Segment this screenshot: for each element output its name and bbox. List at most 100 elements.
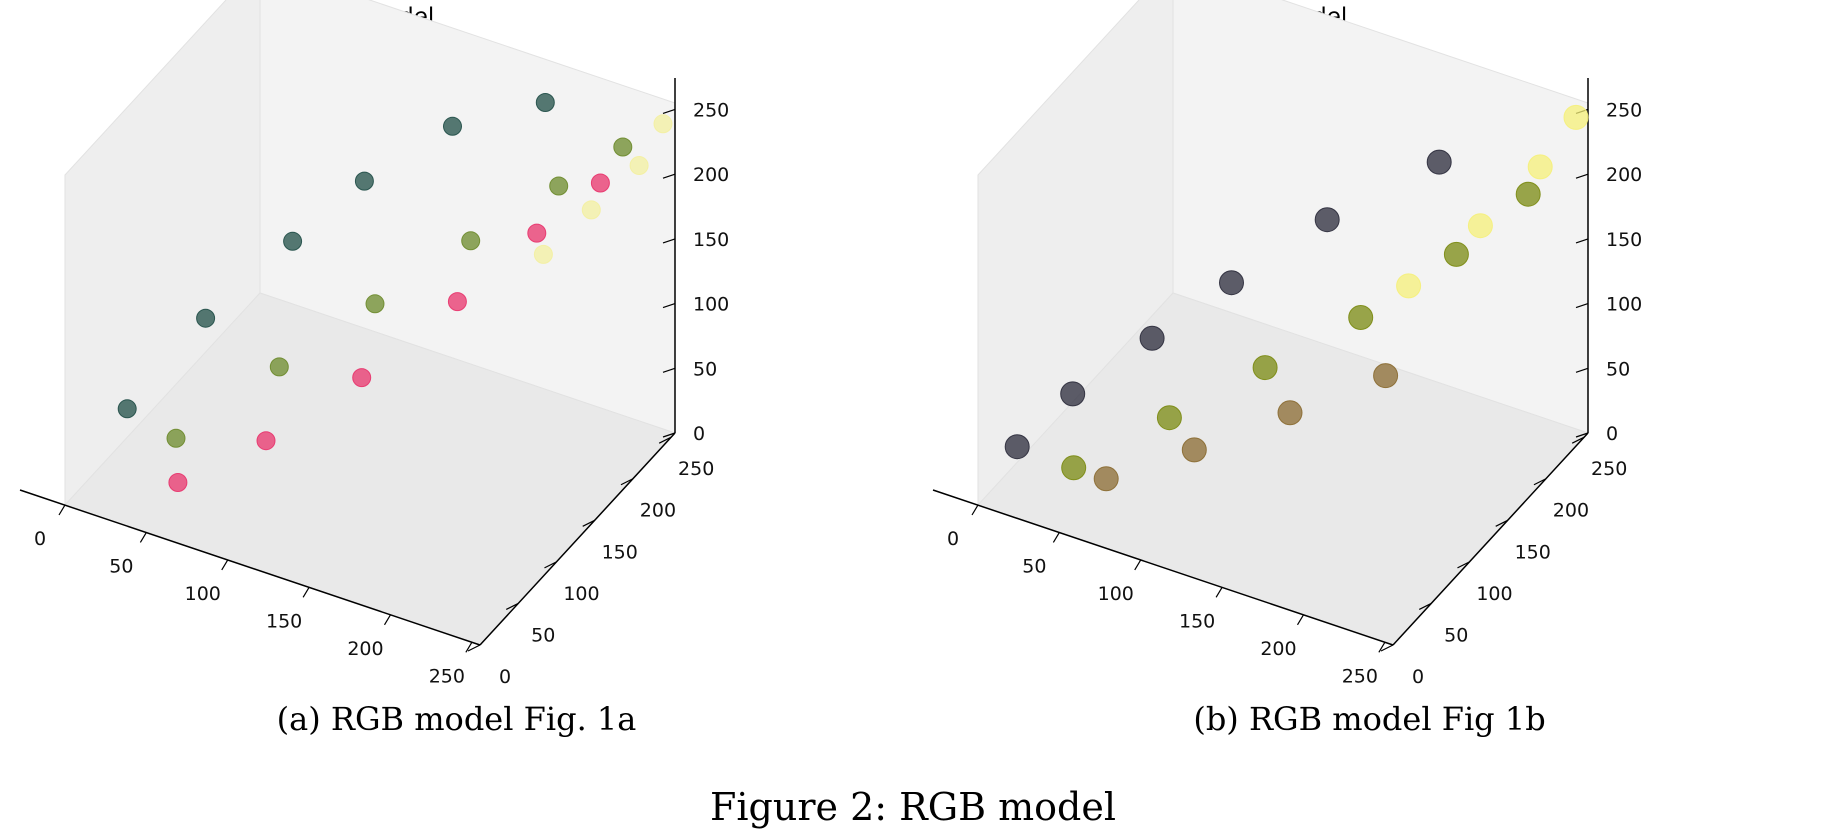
y-tick xyxy=(1418,602,1432,610)
data-point xyxy=(1156,405,1182,431)
data-point xyxy=(1181,437,1207,463)
y-axis-line xyxy=(479,432,676,646)
y-axis-line xyxy=(1392,432,1589,646)
x-tick-label: 100 xyxy=(185,583,221,605)
y-tick xyxy=(1380,644,1394,652)
y-tick-label: 100 xyxy=(563,583,599,605)
chart-panel-a: RGB model0005050501001001001501501502002… xyxy=(0,0,913,760)
x-tick-label: 250 xyxy=(1342,665,1378,687)
data-point xyxy=(1396,273,1422,299)
data-point xyxy=(1373,363,1399,389)
x-tick xyxy=(1215,587,1223,598)
series-3 xyxy=(533,114,673,264)
x-tick xyxy=(302,587,310,598)
data-point xyxy=(1139,325,1165,351)
z-tick-label: 50 xyxy=(1606,358,1630,380)
x-tick-label: 150 xyxy=(266,610,302,632)
y-tick xyxy=(1495,519,1508,527)
x-tick-label: 0 xyxy=(947,528,959,550)
data-point xyxy=(354,171,374,191)
data-point xyxy=(1060,381,1086,407)
z-tick-label: 250 xyxy=(693,99,729,121)
x-tick xyxy=(1052,532,1060,543)
y-tick-label: 250 xyxy=(678,458,714,480)
y-tick-label: 150 xyxy=(602,541,638,563)
series-3 xyxy=(1093,363,1399,492)
z-tick-label: 0 xyxy=(1606,423,1618,445)
z-tick xyxy=(1575,303,1589,309)
data-point xyxy=(653,114,673,134)
data-point xyxy=(365,294,385,314)
chart-a-svg: RGB model0005050501001001001501501502002… xyxy=(19,0,729,688)
y-tick xyxy=(544,561,557,569)
data-point xyxy=(461,231,481,251)
x-tick xyxy=(465,641,473,653)
data-point xyxy=(1426,149,1452,175)
data-point xyxy=(352,368,372,388)
data-point xyxy=(1348,305,1374,330)
data-point xyxy=(1443,241,1469,267)
x-tick xyxy=(971,504,979,516)
x-tick-label: 200 xyxy=(347,638,383,660)
x-tick-label: 50 xyxy=(109,555,133,577)
data-point xyxy=(527,223,547,243)
y-tick xyxy=(505,602,519,610)
y-tick xyxy=(582,519,595,527)
data-point xyxy=(1277,400,1303,426)
data-point xyxy=(1093,466,1119,492)
y-tick-label: 50 xyxy=(1444,624,1468,646)
z-tick-label: 250 xyxy=(1606,99,1642,121)
z-tick xyxy=(1575,173,1589,179)
data-point xyxy=(1527,154,1553,180)
y-tick-label: 0 xyxy=(499,666,511,688)
data-point xyxy=(1314,207,1340,233)
data-point xyxy=(283,231,303,251)
chart-panel-b: RGB model0005050501001001001501501502002… xyxy=(913,0,1826,760)
z-tick xyxy=(662,367,676,373)
z-tick-label: 100 xyxy=(693,294,729,316)
y-tick xyxy=(620,478,634,486)
z-tick xyxy=(1575,238,1589,244)
x-tick-label: 200 xyxy=(1260,638,1296,660)
x-tick-label: 250 xyxy=(429,665,465,687)
x-tick xyxy=(1378,641,1386,653)
z-tick-label: 200 xyxy=(1606,164,1642,186)
y-tick xyxy=(1571,436,1585,444)
data-point xyxy=(1004,434,1030,460)
y-tick xyxy=(467,644,481,652)
data-point xyxy=(1061,455,1087,481)
x-axis-line xyxy=(19,489,481,646)
y-tick-label: 200 xyxy=(1553,500,1589,522)
x-tick xyxy=(1296,614,1305,626)
data-point xyxy=(533,244,553,264)
y-tick-label: 0 xyxy=(1412,666,1424,688)
y-tick-label: 150 xyxy=(1515,541,1551,563)
z-tick xyxy=(662,173,676,179)
y-tick-label: 250 xyxy=(1591,458,1627,480)
series-0 xyxy=(1004,149,1452,460)
data-point xyxy=(613,137,633,157)
data-point xyxy=(168,473,188,492)
data-point xyxy=(196,308,216,328)
data-point xyxy=(629,156,649,175)
x-tick-label: 150 xyxy=(1179,610,1215,632)
series-2 xyxy=(168,173,610,492)
data-point xyxy=(166,428,186,448)
data-point xyxy=(1467,213,1493,239)
data-point xyxy=(1252,355,1278,381)
z-tick xyxy=(1575,367,1589,373)
data-point xyxy=(549,176,569,196)
y-tick xyxy=(658,436,672,444)
x-tick xyxy=(1134,559,1142,571)
y-tick-label: 200 xyxy=(640,500,676,522)
x-axis-line xyxy=(932,489,1394,646)
data-point xyxy=(590,173,610,193)
x-tick xyxy=(58,504,66,516)
x-tick-label: 100 xyxy=(1098,583,1134,605)
z-tick xyxy=(662,238,676,244)
data-point xyxy=(256,431,276,451)
z-tick xyxy=(662,108,676,115)
z-tick xyxy=(662,432,676,438)
data-point xyxy=(447,292,467,312)
figure-caption: Figure 2: RGB model xyxy=(710,785,1116,829)
